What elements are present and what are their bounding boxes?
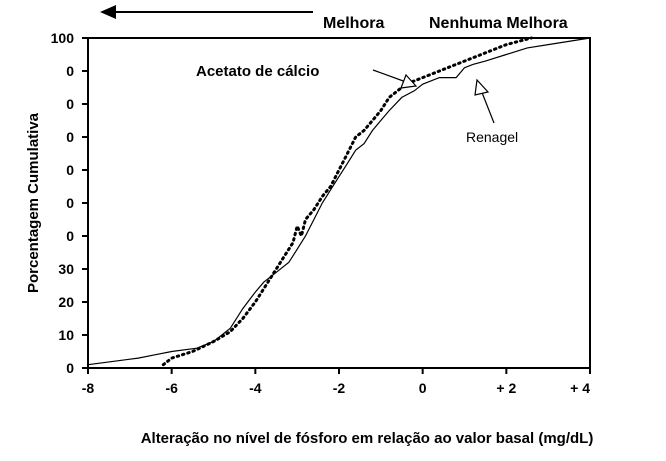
x-tick-label: -6 bbox=[165, 380, 178, 396]
plot-area bbox=[87, 37, 591, 369]
series-line-renagel bbox=[87, 37, 591, 366]
x-axis-ticks: -8 -6 -4 -2 0 + 2 + 4 bbox=[82, 368, 591, 396]
x-axis-title: Alteração no nível de fósforo em relação… bbox=[141, 430, 594, 447]
annotation-acetato: Acetato de cálcio bbox=[196, 63, 319, 80]
improvement-direction-arrow bbox=[100, 5, 313, 19]
y-tick-label: 20 bbox=[58, 294, 74, 310]
y-tick-label: 0 bbox=[66, 129, 74, 145]
x-tick-label: + 4 bbox=[570, 380, 590, 396]
annotation-renagel-pointer bbox=[474, 78, 495, 124]
series-layer bbox=[87, 36, 591, 367]
y-tick-label: 100 bbox=[51, 30, 75, 46]
y-tick-label: 0 bbox=[66, 228, 74, 244]
x-tick-label: -2 bbox=[333, 380, 346, 396]
series-line-acetato-de-c-lcio bbox=[161, 36, 533, 367]
x-tick-label: -4 bbox=[249, 380, 262, 396]
y-tick-label: 0 bbox=[66, 96, 74, 112]
y-axis-ticks: 0 10 20 30 0 0 0 0 0 0 100 bbox=[51, 30, 88, 376]
label-nenhuma-melhora: Nenhuma Melhora bbox=[429, 15, 568, 32]
y-tick-label: 0 bbox=[66, 162, 74, 178]
y-tick-label: 0 bbox=[66, 63, 74, 79]
annotation-acetato-pointer bbox=[372, 69, 418, 89]
y-tick-label: 10 bbox=[58, 327, 74, 343]
x-tick-label: + 2 bbox=[496, 380, 516, 396]
label-melhora: Melhora bbox=[323, 15, 384, 32]
y-axis-title: Porcentagem Cumulativa bbox=[25, 112, 42, 293]
x-tick-label: 0 bbox=[419, 380, 427, 396]
y-tick-label: 0 bbox=[66, 360, 74, 376]
x-tick-label: -8 bbox=[82, 380, 95, 396]
annotation-renagel: Renagel bbox=[466, 129, 518, 145]
y-tick-label: 30 bbox=[58, 261, 74, 277]
y-tick-label: 0 bbox=[66, 195, 74, 211]
